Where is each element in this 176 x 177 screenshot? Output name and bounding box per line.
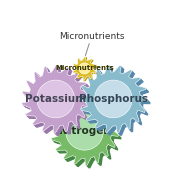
Circle shape bbox=[80, 64, 91, 75]
Polygon shape bbox=[51, 97, 118, 165]
Circle shape bbox=[40, 83, 78, 121]
Text: Micronutrients: Micronutrients bbox=[55, 65, 114, 72]
Circle shape bbox=[68, 114, 105, 152]
Polygon shape bbox=[23, 65, 90, 134]
Polygon shape bbox=[24, 67, 91, 135]
Circle shape bbox=[67, 114, 105, 151]
Polygon shape bbox=[74, 58, 97, 81]
Polygon shape bbox=[73, 57, 97, 81]
Polygon shape bbox=[82, 68, 150, 135]
Polygon shape bbox=[73, 56, 96, 80]
Circle shape bbox=[66, 113, 104, 151]
Circle shape bbox=[98, 83, 135, 121]
Circle shape bbox=[96, 82, 134, 120]
Polygon shape bbox=[52, 98, 120, 167]
Polygon shape bbox=[74, 57, 97, 81]
Polygon shape bbox=[24, 67, 92, 136]
Polygon shape bbox=[23, 66, 91, 134]
Text: Micronutrients: Micronutrients bbox=[59, 32, 124, 56]
Circle shape bbox=[79, 63, 90, 74]
Polygon shape bbox=[74, 57, 97, 81]
Circle shape bbox=[95, 80, 132, 118]
Text: Phosphorus: Phosphorus bbox=[79, 94, 148, 104]
Polygon shape bbox=[25, 68, 93, 136]
Circle shape bbox=[96, 81, 133, 119]
Polygon shape bbox=[79, 65, 147, 133]
Circle shape bbox=[68, 115, 106, 153]
Polygon shape bbox=[53, 100, 121, 168]
Polygon shape bbox=[52, 99, 120, 167]
Circle shape bbox=[39, 83, 77, 120]
Circle shape bbox=[66, 112, 103, 150]
Circle shape bbox=[39, 82, 76, 120]
Circle shape bbox=[37, 81, 75, 118]
Circle shape bbox=[38, 81, 76, 119]
Circle shape bbox=[79, 63, 90, 74]
Polygon shape bbox=[51, 98, 119, 166]
Text: Potassium: Potassium bbox=[25, 94, 86, 104]
Circle shape bbox=[95, 81, 133, 118]
Circle shape bbox=[80, 64, 91, 75]
Polygon shape bbox=[22, 65, 90, 133]
Circle shape bbox=[37, 80, 75, 118]
Polygon shape bbox=[81, 66, 149, 134]
Polygon shape bbox=[81, 67, 149, 135]
Circle shape bbox=[97, 83, 135, 120]
Polygon shape bbox=[54, 100, 122, 169]
Polygon shape bbox=[82, 68, 150, 136]
Circle shape bbox=[79, 63, 90, 74]
Text: Nitrogen: Nitrogen bbox=[59, 126, 110, 136]
Polygon shape bbox=[73, 57, 96, 81]
Circle shape bbox=[80, 64, 91, 75]
Polygon shape bbox=[80, 66, 148, 133]
Circle shape bbox=[69, 116, 106, 153]
